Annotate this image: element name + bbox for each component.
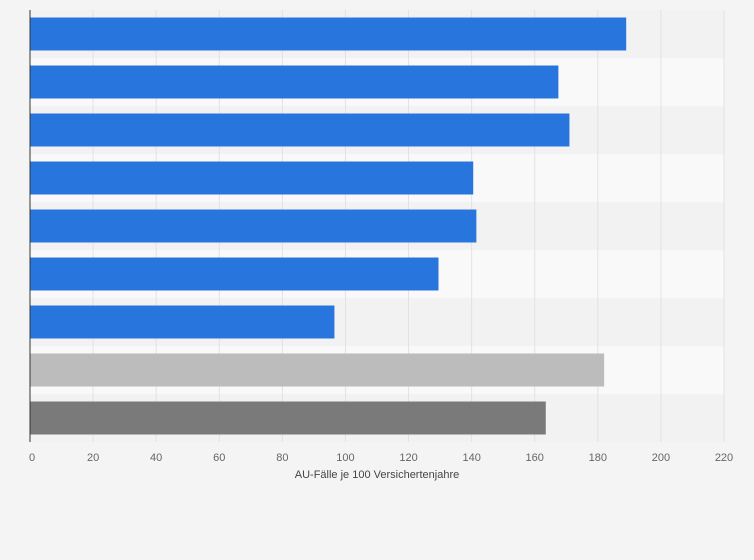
x-tick-label: 140 <box>462 452 480 464</box>
bar[interactable] <box>30 113 570 147</box>
bars <box>30 17 627 435</box>
bar[interactable] <box>30 353 605 387</box>
x-tick-label: 200 <box>652 452 670 464</box>
bar[interactable] <box>30 401 546 435</box>
bar[interactable] <box>30 305 335 339</box>
x-tick-label: 80 <box>276 452 288 464</box>
x-tick-label: 180 <box>589 452 607 464</box>
x-tick-label: 20 <box>87 452 99 464</box>
bar[interactable] <box>30 257 439 291</box>
bar[interactable] <box>30 65 559 99</box>
x-tick-label: 220 <box>715 452 733 464</box>
x-tick-labels: 0 20 40 60 80 100 120 140 160 180 200 220 <box>29 452 733 464</box>
x-tick-label: 120 <box>399 452 417 464</box>
x-axis-title: AU-Fälle je 100 Versichertenjahre <box>295 469 459 481</box>
bar[interactable] <box>30 209 477 243</box>
bar[interactable] <box>30 17 627 51</box>
x-tick-label: 0 <box>29 452 35 464</box>
x-tick-label: 160 <box>526 452 544 464</box>
x-tick-label: 40 <box>150 452 162 464</box>
x-tick-label: 100 <box>336 452 354 464</box>
x-tick-label: 60 <box>213 452 225 464</box>
bar[interactable] <box>30 161 474 195</box>
